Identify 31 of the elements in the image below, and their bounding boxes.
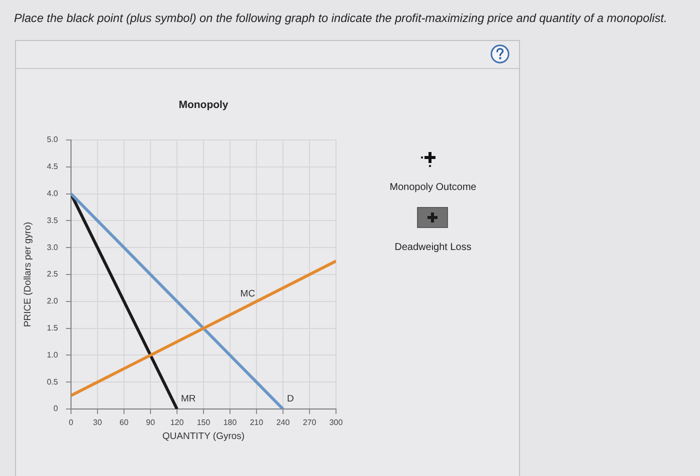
x-tick-label: 120	[170, 418, 184, 428]
x-tick-label: 180	[223, 418, 238, 428]
x-tick-label: 270	[302, 418, 317, 428]
x-tick-label: 30	[93, 418, 102, 428]
y-tick-label: 4.0	[46, 189, 59, 198]
y-tick-label: 3.0	[46, 242, 59, 252]
y-tick-label: 2.0	[46, 296, 59, 306]
y-tick-label: 1.0	[46, 350, 59, 360]
y-tick-label: 5.0	[46, 135, 59, 144]
text: Deadweight Loss	[394, 242, 472, 253]
series-label: D	[287, 394, 294, 405]
y-tick-label: 4.5	[46, 162, 59, 172]
series-label: MR	[181, 394, 196, 405]
y-tick-label: 0	[54, 404, 59, 414]
y-axis-title: PRICE (Dollars per gyro)	[22, 222, 34, 328]
x-tick-label: 240	[276, 418, 290, 428]
x-tick-label: 0	[68, 418, 74, 428]
x-axis-title: QUANTITY (Gyros)	[162, 430, 245, 442]
x-tick-label: 300	[329, 418, 344, 428]
y-tick-label: 0.5	[46, 377, 59, 386]
y-tick-label: 3.5	[46, 216, 59, 225]
x-tick-label: 60	[120, 418, 129, 428]
x-tick-label: 90	[146, 418, 156, 428]
y-tick-label: 2.5	[46, 270, 59, 279]
series-label: MC	[240, 288, 256, 300]
y-tick-label: 1.5	[46, 324, 59, 333]
text: Monopoly Outcome	[388, 182, 478, 193]
chart-title: Monopoly	[178, 99, 230, 111]
x-tick-label: 150	[196, 418, 211, 428]
text: Place the black point (plus symbol) on the following graph to indicate the profit-maximizing price and quantity of a monopolist.	[14, 11, 668, 25]
x-tick-label: 210	[250, 418, 264, 428]
